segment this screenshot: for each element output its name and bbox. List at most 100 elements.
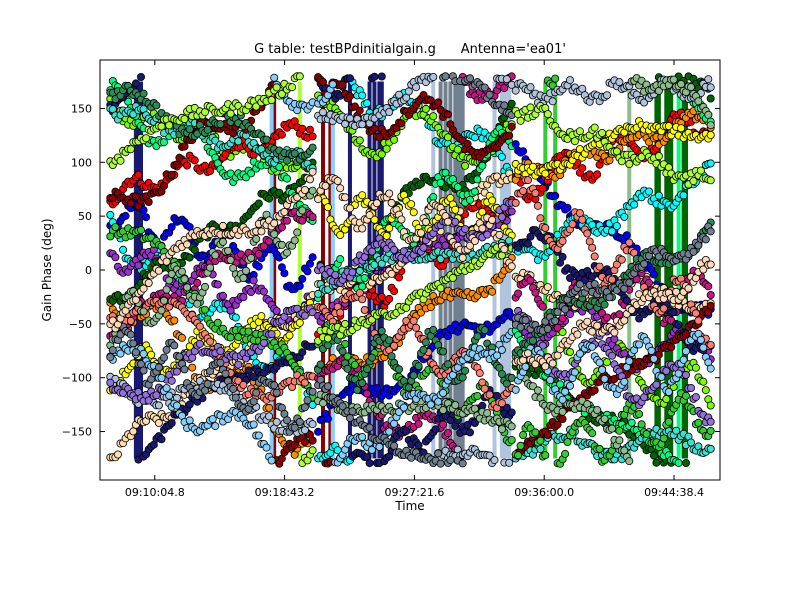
data-point — [355, 106, 364, 115]
data-point — [267, 456, 276, 465]
data-point — [277, 130, 286, 139]
data-point — [244, 327, 253, 336]
data-point — [390, 135, 399, 144]
data-point — [305, 259, 314, 268]
data-point — [272, 417, 281, 426]
data-point — [385, 336, 394, 345]
data-point — [139, 366, 148, 375]
data-point — [190, 245, 199, 254]
data-point — [139, 284, 148, 293]
data-point — [282, 174, 291, 183]
data-point — [497, 399, 506, 408]
data-point — [397, 119, 406, 128]
data-point — [507, 122, 516, 131]
data-point — [290, 149, 299, 158]
data-point — [185, 400, 194, 409]
data-point — [483, 230, 492, 239]
data-point — [682, 458, 691, 467]
data-point — [353, 385, 362, 394]
data-point — [226, 169, 235, 178]
data-point — [348, 268, 357, 277]
data-point — [382, 231, 391, 240]
data-point — [429, 112, 438, 121]
data-point — [180, 275, 189, 284]
data-point — [439, 347, 448, 356]
data-point — [213, 318, 222, 327]
data-point — [409, 316, 418, 325]
data-point — [390, 441, 399, 450]
data-point — [541, 169, 550, 178]
data-point — [254, 199, 263, 208]
data-point — [416, 228, 425, 237]
data-point — [162, 345, 171, 354]
data-point — [543, 430, 552, 439]
data-point — [126, 316, 135, 325]
data-point — [323, 382, 332, 391]
data-point — [443, 217, 452, 226]
data-point — [270, 219, 279, 228]
data-point — [177, 333, 186, 342]
data-point — [298, 206, 307, 215]
data-point — [385, 294, 394, 303]
data-point — [645, 187, 654, 196]
data-point — [526, 232, 535, 241]
data-point — [439, 406, 448, 415]
data-point — [159, 353, 168, 362]
data-point — [674, 320, 683, 329]
data-point — [399, 403, 408, 412]
data-point — [226, 109, 235, 118]
data-point — [323, 334, 332, 343]
data-point — [409, 371, 418, 380]
data-point — [226, 306, 235, 315]
data-point — [106, 353, 115, 362]
data-point — [305, 125, 314, 134]
data-point — [394, 365, 403, 374]
data-point — [185, 253, 194, 262]
data-point — [126, 199, 135, 208]
data-point — [341, 193, 350, 202]
data-point — [167, 418, 176, 427]
data-point — [285, 331, 294, 340]
data-point — [259, 338, 268, 347]
data-point — [323, 203, 332, 212]
data-point — [318, 77, 327, 86]
data-point — [421, 338, 430, 347]
data-point — [421, 104, 430, 113]
data-point — [300, 311, 309, 320]
data-point — [387, 198, 396, 207]
data-point — [314, 195, 323, 204]
data-point — [249, 276, 258, 285]
data-point — [706, 130, 715, 139]
data-point — [277, 240, 286, 249]
data-point — [139, 89, 148, 98]
data-point — [622, 296, 631, 305]
data-point — [172, 160, 181, 169]
data-point — [167, 223, 176, 232]
data-point — [367, 247, 376, 256]
data-point — [249, 373, 258, 382]
data-point — [603, 313, 612, 322]
data-point — [159, 181, 168, 190]
data-point — [226, 333, 235, 342]
data-point — [139, 349, 148, 358]
data-point — [129, 339, 138, 348]
data-point — [316, 360, 325, 369]
data-point — [706, 444, 715, 453]
data-point — [290, 423, 299, 432]
data-point — [358, 224, 367, 233]
data-point — [165, 391, 174, 400]
data-point — [443, 429, 452, 438]
data-point — [612, 221, 621, 230]
data-point — [363, 389, 372, 398]
data-point — [190, 156, 199, 165]
data-point — [295, 281, 304, 290]
data-point — [360, 305, 369, 314]
data-point — [526, 276, 535, 285]
data-point — [429, 73, 438, 82]
data-point — [461, 225, 470, 234]
data-point — [434, 397, 443, 406]
data-point — [142, 134, 151, 143]
data-point — [308, 387, 317, 396]
data-point — [175, 153, 184, 162]
data-point — [106, 210, 115, 219]
